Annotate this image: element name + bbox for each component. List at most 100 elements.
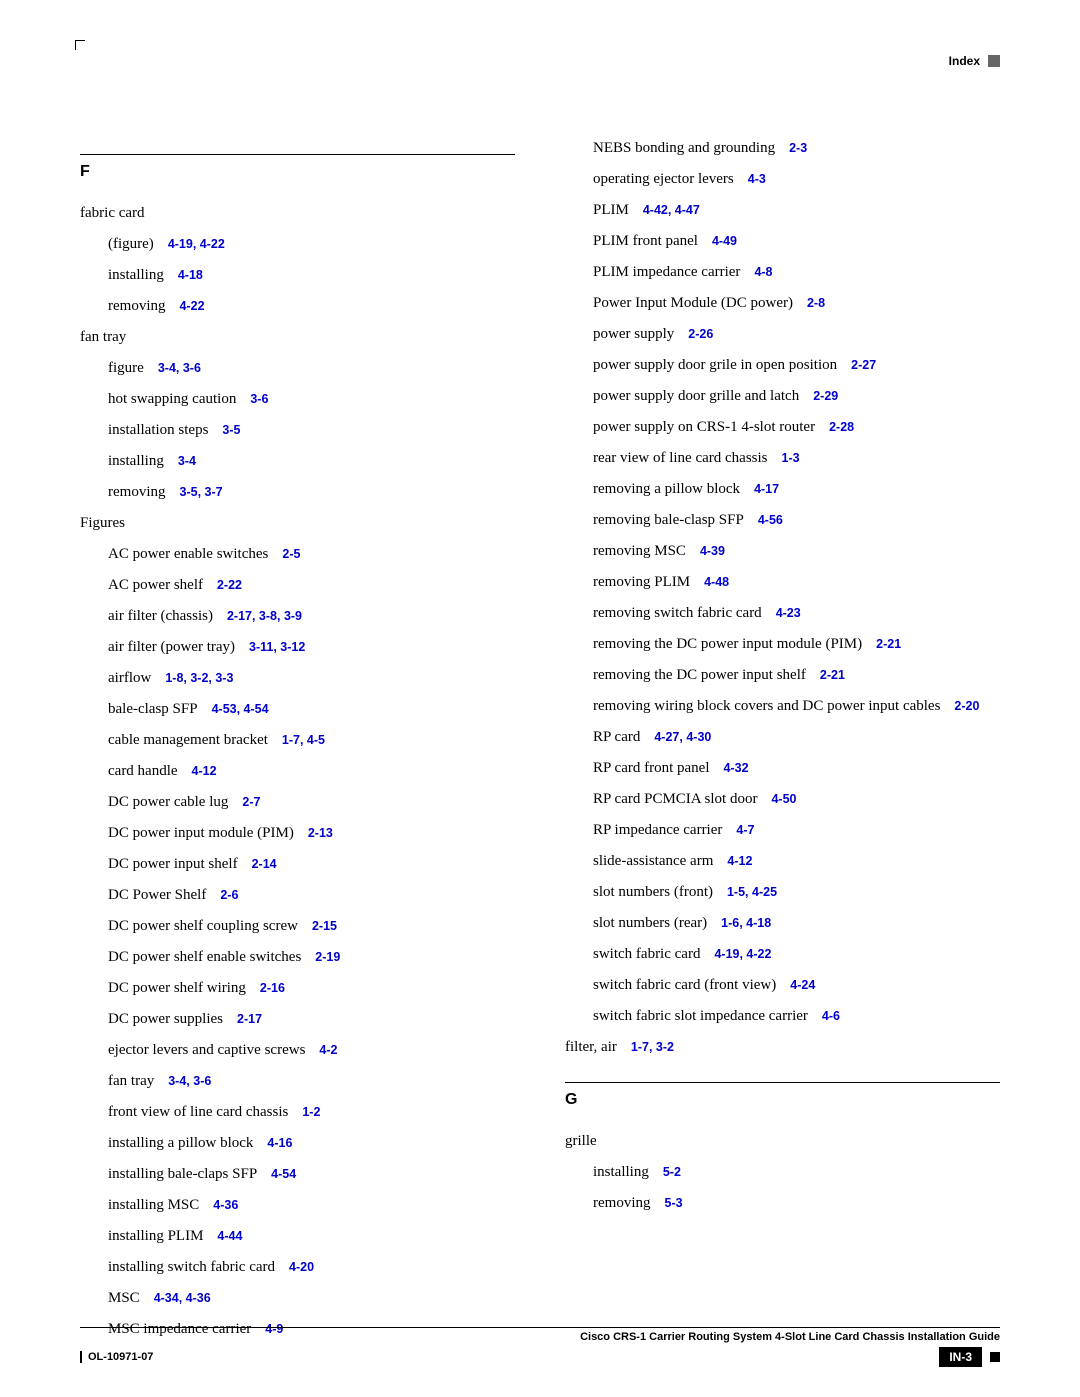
index-entry-ref[interactable]: 2-14	[252, 857, 277, 871]
index-entry-ref[interactable]: 4-50	[771, 792, 796, 806]
index-entry-ref[interactable]: 4-39	[700, 544, 725, 558]
index-entry: filter, air 1-7, 3-2	[565, 1037, 1000, 1058]
index-entry-ref[interactable]: 4-42, 4-47	[643, 203, 700, 217]
index-entry-text: filter, air	[565, 1039, 617, 1055]
index-entry-ref[interactable]: 2-22	[217, 578, 242, 592]
index-entry-ref[interactable]: 2-26	[688, 327, 713, 341]
index-entry-text: power supply on CRS-1 4-slot router	[593, 419, 815, 435]
index-entry-ref[interactable]: 1-6, 4-18	[721, 916, 771, 930]
index-entry: DC power input module (PIM)2-13	[108, 823, 515, 844]
index-entry-ref[interactable]: 4-32	[724, 761, 749, 775]
index-entry-ref[interactable]: 4-23	[776, 606, 801, 620]
index-entry-ref[interactable]: 3-4, 3-6	[158, 361, 201, 375]
header-label: Index	[949, 54, 980, 68]
index-entry-ref[interactable]: 4-12	[192, 764, 217, 778]
index-entry-ref[interactable]: 1-5, 4-25	[727, 885, 777, 899]
index-entry-ref[interactable]: 2-17, 3-8, 3-9	[227, 609, 302, 623]
index-entry-text: RP card front panel	[593, 760, 710, 776]
index-entry-text: DC power shelf enable switches	[108, 949, 301, 965]
index-entry-ref[interactable]: 2-3	[789, 141, 807, 155]
index-entry-ref[interactable]: 2-29	[813, 389, 838, 403]
index-entry-ref[interactable]: 4-44	[217, 1229, 242, 1243]
index-entry-ref[interactable]: 3-4, 3-6	[168, 1074, 211, 1088]
index-entry-ref[interactable]: 4-54	[271, 1167, 296, 1181]
index-entry-ref[interactable]: 2-20	[954, 699, 979, 713]
index-entry-ref[interactable]: 2-13	[308, 826, 333, 840]
index-entry-ref[interactable]: 4-18	[178, 268, 203, 282]
index-entry: card handle4-12	[108, 761, 515, 782]
index-entry-ref[interactable]: 4-6	[822, 1009, 840, 1023]
index-entry-ref[interactable]: 2-28	[829, 420, 854, 434]
index-entry-ref[interactable]: 4-19, 4-22	[168, 237, 225, 251]
index-entry: removing wiring block covers and DC powe…	[593, 696, 1000, 717]
index-entry: air filter (chassis)2-17, 3-8, 3-9	[108, 606, 515, 627]
index-entry: Power Input Module (DC power)2-8	[593, 293, 1000, 314]
index-entry-ref[interactable]: 4-27, 4-30	[654, 730, 711, 744]
index-entry-ref[interactable]: 4-16	[267, 1136, 292, 1150]
index-entry-text: ejector levers and captive screws	[108, 1042, 305, 1058]
index-entry: hot swapping caution3-6	[108, 389, 515, 410]
footer-title: Cisco CRS-1 Carrier Routing System 4-Slo…	[80, 1328, 1000, 1343]
index-entry: DC power shelf enable switches 2-19	[108, 947, 515, 968]
index-entry-ref[interactable]: 5-3	[665, 1196, 683, 1210]
index-entry-text: removing switch fabric card	[593, 605, 762, 621]
index-entry-text: DC power shelf coupling screw	[108, 918, 298, 934]
index-entry-ref[interactable]: 4-20	[289, 1260, 314, 1274]
index-entry-ref[interactable]: 4-7	[736, 823, 754, 837]
index-entry-ref[interactable]: 1-7, 4-5	[282, 733, 325, 747]
index-entry-ref[interactable]: 4-8	[754, 265, 772, 279]
index-entry-ref[interactable]: 2-15	[312, 919, 337, 933]
index-entry-ref[interactable]: 3-4	[178, 454, 196, 468]
index-entry-ref[interactable]: 2-19	[315, 950, 340, 964]
index-entry-text: DC power shelf wiring	[108, 980, 246, 996]
index-entry-ref[interactable]: 2-17	[237, 1012, 262, 1026]
index-entry-text: removing MSC	[593, 543, 686, 559]
index-entry-ref[interactable]: 2-5	[282, 547, 300, 561]
index-entry-ref[interactable]: 4-49	[712, 234, 737, 248]
index-entry-text: PLIM front panel	[593, 233, 698, 249]
index-entry-ref[interactable]: 4-36	[213, 1198, 238, 1212]
index-entry-ref[interactable]: 2-7	[242, 795, 260, 809]
index-entry-ref[interactable]: 1-7, 3-2	[631, 1040, 674, 1054]
index-entry-ref[interactable]: 3-6	[250, 392, 268, 406]
index-entry-ref[interactable]: 4-2	[319, 1043, 337, 1057]
index-entry: Figures	[80, 513, 515, 534]
index-entry: power supply on CRS-1 4-slot router 2-28	[593, 417, 1000, 438]
index-entry-ref[interactable]: 3-5, 3-7	[180, 485, 223, 499]
index-entry-ref[interactable]: 4-22	[180, 299, 205, 313]
index-entry-text: switch fabric slot impedance carrier	[593, 1008, 808, 1024]
index-entry-text: installing	[108, 267, 164, 283]
index-entry-ref[interactable]: 2-6	[220, 888, 238, 902]
index-entry-ref[interactable]: 4-34, 4-36	[154, 1291, 211, 1305]
index-entry-ref[interactable]: 4-48	[704, 575, 729, 589]
index-entry-ref[interactable]: 5-2	[663, 1165, 681, 1179]
index-entry-ref[interactable]: 2-16	[260, 981, 285, 995]
index-entry-ref[interactable]: 2-21	[876, 637, 901, 651]
index-entry: ejector levers and captive screws 4-2	[108, 1040, 515, 1061]
index-entry-ref[interactable]: 1-3	[782, 451, 800, 465]
index-entry-ref[interactable]: 4-3	[748, 172, 766, 186]
index-entry-ref[interactable]: 4-12	[727, 854, 752, 868]
index-entry: grille	[565, 1131, 1000, 1152]
index-entry-ref[interactable]: 4-19, 4-22	[714, 947, 771, 961]
index-entry-ref[interactable]: 1-2	[302, 1105, 320, 1119]
index-entry-ref[interactable]: 4-56	[758, 513, 783, 527]
index-entry: front view of line card chassis1-2	[108, 1102, 515, 1123]
index-entry-ref[interactable]: 2-21	[820, 668, 845, 682]
index-entry-ref[interactable]: 2-27	[851, 358, 876, 372]
index-entry-ref[interactable]: 4-24	[790, 978, 815, 992]
index-entry-ref[interactable]: 3-11, 3-12	[249, 640, 305, 654]
index-entry-ref[interactable]: 4-17	[754, 482, 779, 496]
index-entry: installing switch fabric card4-20	[108, 1257, 515, 1278]
index-entry-ref[interactable]: 2-8	[807, 296, 825, 310]
index-entry: switch fabric card (front view)4-24	[593, 975, 1000, 996]
index-entry: RP card4-27, 4-30	[593, 727, 1000, 748]
index-entry-ref[interactable]: 1-8, 3-2, 3-3	[165, 671, 233, 685]
index-entry: removing MSC 4-39	[593, 541, 1000, 562]
index-entry-text: removing a pillow block	[593, 481, 740, 497]
index-entry: installing bale-claps SFP4-54	[108, 1164, 515, 1185]
index-entry-ref[interactable]: 4-53, 4-54	[212, 702, 269, 716]
index-entry-ref[interactable]: 3-5	[222, 423, 240, 437]
footer-box-icon	[990, 1352, 1000, 1362]
index-entry: rear view of line card chassis1-3	[593, 448, 1000, 469]
